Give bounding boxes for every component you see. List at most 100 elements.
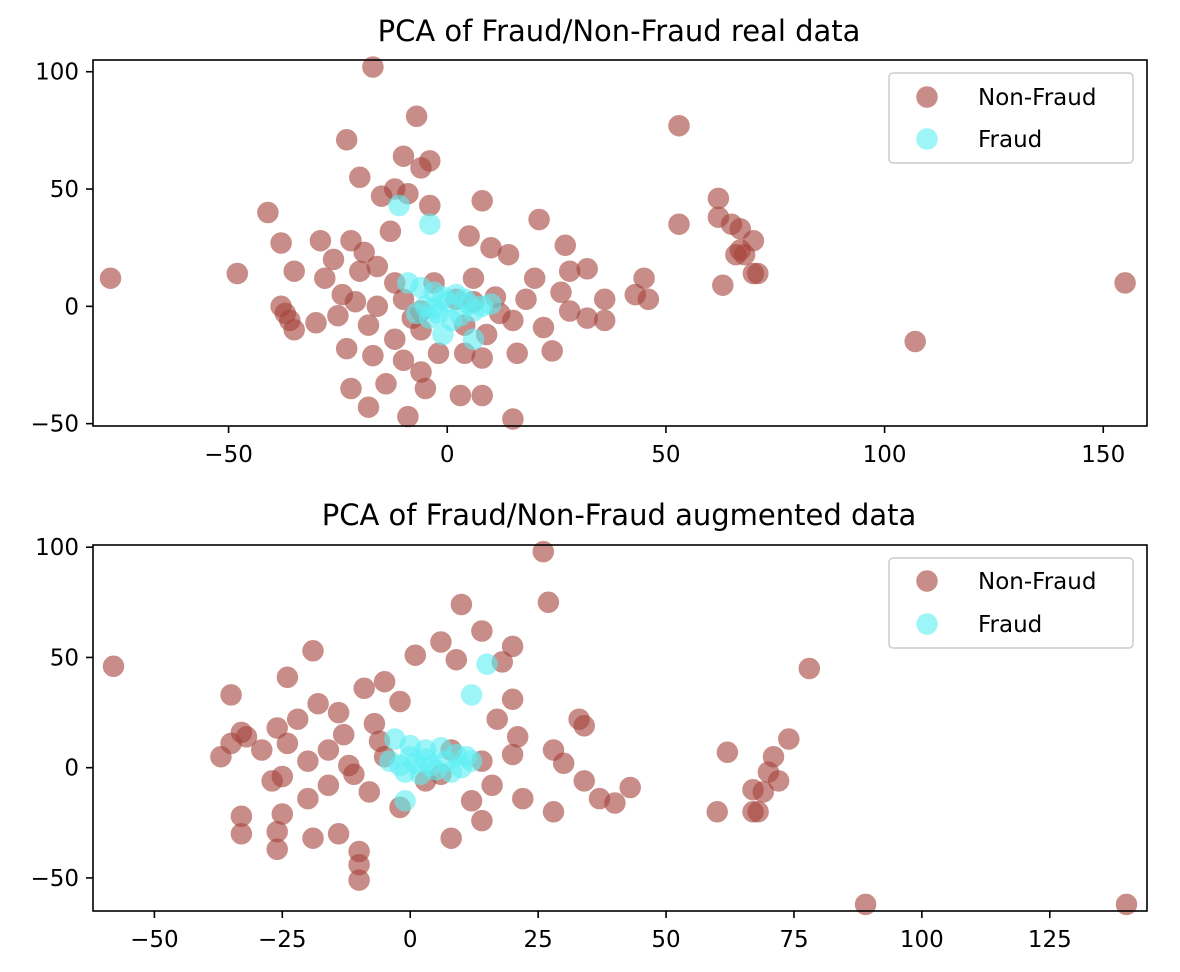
- point-non-fraud: [471, 190, 493, 212]
- legend-marker-nonfraud-real: [916, 86, 938, 108]
- point-non-fraud: [445, 648, 468, 671]
- point-non-fraud: [904, 330, 926, 353]
- point-non-fraud: [220, 684, 242, 706]
- point-non-fraud: [266, 838, 288, 861]
- point-non-fraud: [302, 640, 324, 662]
- point-non-fraud: [257, 201, 279, 224]
- point-fraud: [432, 323, 454, 346]
- point-non-fraud: [480, 236, 502, 259]
- point-non-fraud: [314, 267, 336, 289]
- point-non-fraud: [471, 809, 493, 832]
- point-fraud: [476, 653, 498, 675]
- point-non-fraud: [332, 723, 355, 746]
- point-non-fraud: [363, 712, 386, 735]
- point-non-fraud: [404, 644, 427, 666]
- point-non-fraud: [707, 187, 730, 210]
- point-non-fraud: [322, 248, 345, 271]
- point-non-fraud: [541, 340, 563, 362]
- point-non-fraud: [373, 670, 396, 693]
- legend-label-nonfraud-augmented: Non-Fraud: [978, 569, 1096, 595]
- point-fraud: [455, 745, 478, 768]
- point-non-fraud: [266, 820, 288, 843]
- chart-title-real: PCA of Fraud/Non-Fraud real data: [378, 14, 861, 48]
- point-non-fraud: [481, 774, 503, 797]
- point-non-fraud: [102, 655, 125, 678]
- plot-frame-real: [92, 59, 1148, 427]
- point-non-fraud: [532, 316, 555, 339]
- point-non-fraud: [573, 715, 595, 737]
- point-non-fraud: [767, 770, 790, 792]
- point-non-fraud: [716, 741, 739, 764]
- point-non-fraud: [515, 288, 537, 311]
- point-non-fraud: [460, 790, 483, 812]
- point-non-fraud: [733, 243, 756, 266]
- point-non-fraud: [506, 342, 528, 365]
- point-fraud: [440, 761, 462, 783]
- point-non-fraud: [266, 717, 288, 739]
- ticks-layer-real: −50 0 50 100 150 −50 0 50 100: [30, 60, 1125, 468]
- point-non-fraud: [349, 260, 371, 282]
- legend-marker-fraud-augmented: [916, 613, 938, 635]
- point-non-fraud: [729, 218, 752, 240]
- x-tick-label: −25: [258, 927, 307, 953]
- point-non-fraud: [327, 701, 350, 724]
- point-non-fraud: [283, 319, 305, 341]
- point-non-fraud: [552, 752, 575, 775]
- point-non-fraud: [343, 763, 365, 786]
- point-non-fraud: [349, 166, 371, 189]
- point-non-fraud: [542, 739, 565, 761]
- legend-label-nonfraud-real: Non-Fraud: [978, 85, 1096, 111]
- x-tick-label: 150: [1081, 442, 1125, 468]
- point-fraud: [388, 194, 410, 217]
- point-fraud: [423, 297, 445, 320]
- x-tick-label: 0: [403, 927, 418, 953]
- point-non-fraud: [532, 540, 555, 563]
- point-non-fraud: [357, 396, 380, 418]
- point-non-fraud: [375, 373, 397, 395]
- legend-marker-fraud-real: [916, 128, 938, 150]
- point-non-fraud: [362, 344, 384, 367]
- x-tick-label: −50: [130, 927, 179, 953]
- point-non-fraud: [854, 893, 877, 916]
- point-non-fraud: [528, 208, 550, 231]
- point-non-fraud: [501, 743, 524, 766]
- point-non-fraud: [668, 213, 690, 235]
- y-tick-label: 100: [35, 535, 79, 561]
- point-non-fraud: [576, 258, 598, 280]
- point-fraud: [458, 293, 480, 315]
- point-non-fraud: [392, 145, 415, 167]
- legend-box-augmented: [888, 557, 1134, 649]
- x-tick-label: 50: [651, 442, 680, 468]
- point-non-fraud: [668, 114, 690, 137]
- y-tick-label: 50: [50, 177, 79, 203]
- point-fraud: [394, 790, 416, 812]
- point-non-fraud: [307, 692, 329, 715]
- point-non-fraud: [297, 787, 319, 810]
- point-non-fraud: [353, 241, 375, 264]
- points-layer-augmented: [102, 540, 1138, 916]
- point-non-fraud: [471, 347, 493, 369]
- point-non-fraud: [419, 194, 441, 217]
- point-non-fraud: [537, 591, 560, 614]
- point-non-fraud: [471, 384, 493, 407]
- point-non-fraud: [220, 732, 242, 755]
- x-tick-label: 75: [779, 927, 808, 953]
- y-tick-label: 100: [35, 60, 79, 86]
- point-non-fraud: [501, 635, 524, 658]
- point-non-fraud: [389, 690, 411, 713]
- subplot-augmented: PCA of Fraud/Non-Fraud augmented data −5…: [30, 498, 1148, 953]
- point-fraud: [419, 213, 441, 235]
- point-non-fraud: [712, 274, 734, 296]
- point-non-fraud: [414, 377, 437, 400]
- point-non-fraud: [297, 750, 319, 772]
- x-tick-label: 0: [440, 442, 455, 468]
- point-non-fraud: [384, 328, 406, 350]
- point-non-fraud: [335, 337, 358, 360]
- point-non-fraud: [210, 745, 232, 768]
- legend-real: Non-Fraud Fraud: [888, 72, 1134, 164]
- point-non-fraud: [523, 267, 546, 289]
- point-non-fraud: [327, 304, 349, 327]
- subplot-real: PCA of Fraud/Non-Fraud real data −50 0 50 1…: [30, 14, 1148, 468]
- point-non-fraud: [379, 220, 402, 243]
